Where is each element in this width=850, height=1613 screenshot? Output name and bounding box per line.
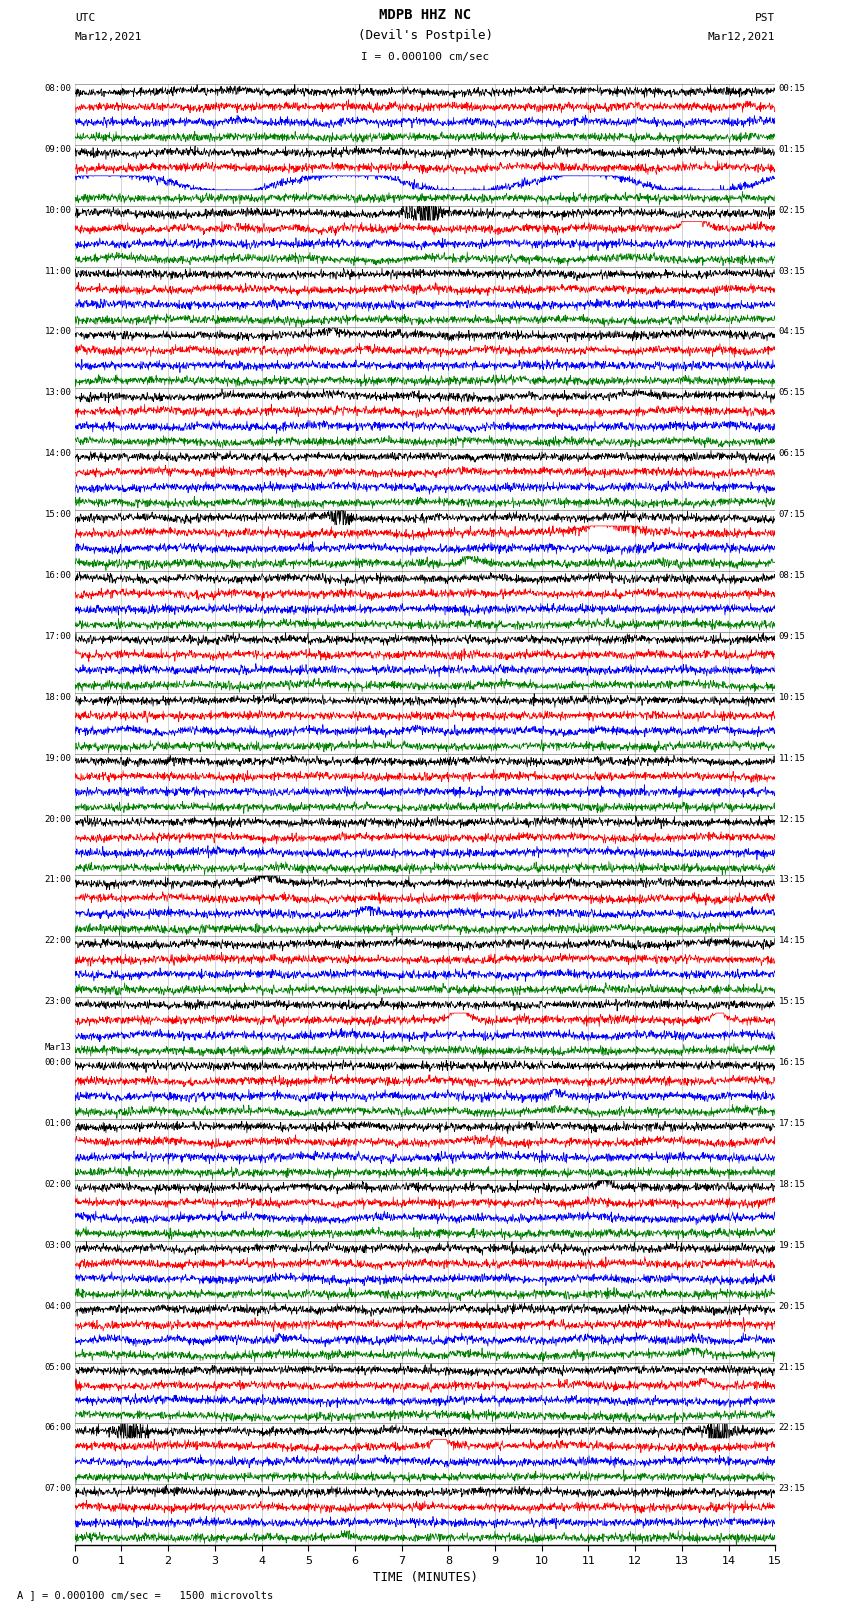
Text: 13:00: 13:00 [44,389,71,397]
Text: 08:00: 08:00 [44,84,71,94]
Text: 05:15: 05:15 [779,389,806,397]
Text: 04:15: 04:15 [779,327,806,337]
X-axis label: TIME (MINUTES): TIME (MINUTES) [372,1571,478,1584]
Text: 10:15: 10:15 [779,694,806,702]
Text: 20:15: 20:15 [779,1302,806,1311]
Text: 02:00: 02:00 [44,1181,71,1189]
Text: 03:15: 03:15 [779,266,806,276]
Text: 15:15: 15:15 [779,997,806,1007]
Text: A ] = 0.000100 cm/sec =   1500 microvolts: A ] = 0.000100 cm/sec = 1500 microvolts [17,1590,273,1600]
Text: MDPB HHZ NC: MDPB HHZ NC [379,8,471,23]
Text: 12:00: 12:00 [44,327,71,337]
Text: 16:15: 16:15 [779,1058,806,1068]
Text: 20:00: 20:00 [44,815,71,824]
Text: 19:00: 19:00 [44,753,71,763]
Text: 22:15: 22:15 [779,1424,806,1432]
Text: 15:00: 15:00 [44,510,71,519]
Text: 00:00: 00:00 [44,1058,71,1068]
Text: 22:00: 22:00 [44,936,71,945]
Text: I = 0.000100 cm/sec: I = 0.000100 cm/sec [361,52,489,61]
Text: 07:00: 07:00 [44,1484,71,1494]
Text: 16:00: 16:00 [44,571,71,581]
Text: 19:15: 19:15 [779,1240,806,1250]
Text: 08:15: 08:15 [779,571,806,581]
Text: 01:00: 01:00 [44,1119,71,1127]
Text: 01:15: 01:15 [779,145,806,153]
Text: 18:15: 18:15 [779,1181,806,1189]
Text: 21:15: 21:15 [779,1363,806,1371]
Text: 11:00: 11:00 [44,266,71,276]
Text: 17:00: 17:00 [44,632,71,640]
Text: Mar13: Mar13 [44,1044,71,1052]
Text: 23:00: 23:00 [44,997,71,1007]
Text: 09:15: 09:15 [779,632,806,640]
Text: 23:15: 23:15 [779,1484,806,1494]
Text: 14:15: 14:15 [779,936,806,945]
Text: Mar12,2021: Mar12,2021 [708,32,775,42]
Text: 11:15: 11:15 [779,753,806,763]
Text: 12:15: 12:15 [779,815,806,824]
Text: PST: PST [755,13,775,23]
Text: 09:00: 09:00 [44,145,71,153]
Text: 05:00: 05:00 [44,1363,71,1371]
Text: (Devil's Postpile): (Devil's Postpile) [358,29,492,42]
Text: 18:00: 18:00 [44,694,71,702]
Text: 07:15: 07:15 [779,510,806,519]
Text: 21:00: 21:00 [44,876,71,884]
Text: 17:15: 17:15 [779,1119,806,1127]
Text: 10:00: 10:00 [44,206,71,215]
Text: 14:00: 14:00 [44,448,71,458]
Text: 02:15: 02:15 [779,206,806,215]
Text: 04:00: 04:00 [44,1302,71,1311]
Text: 06:00: 06:00 [44,1424,71,1432]
Text: Mar12,2021: Mar12,2021 [75,32,142,42]
Text: 00:15: 00:15 [779,84,806,94]
Text: 03:00: 03:00 [44,1240,71,1250]
Text: 13:15: 13:15 [779,876,806,884]
Text: 06:15: 06:15 [779,448,806,458]
Text: UTC: UTC [75,13,95,23]
